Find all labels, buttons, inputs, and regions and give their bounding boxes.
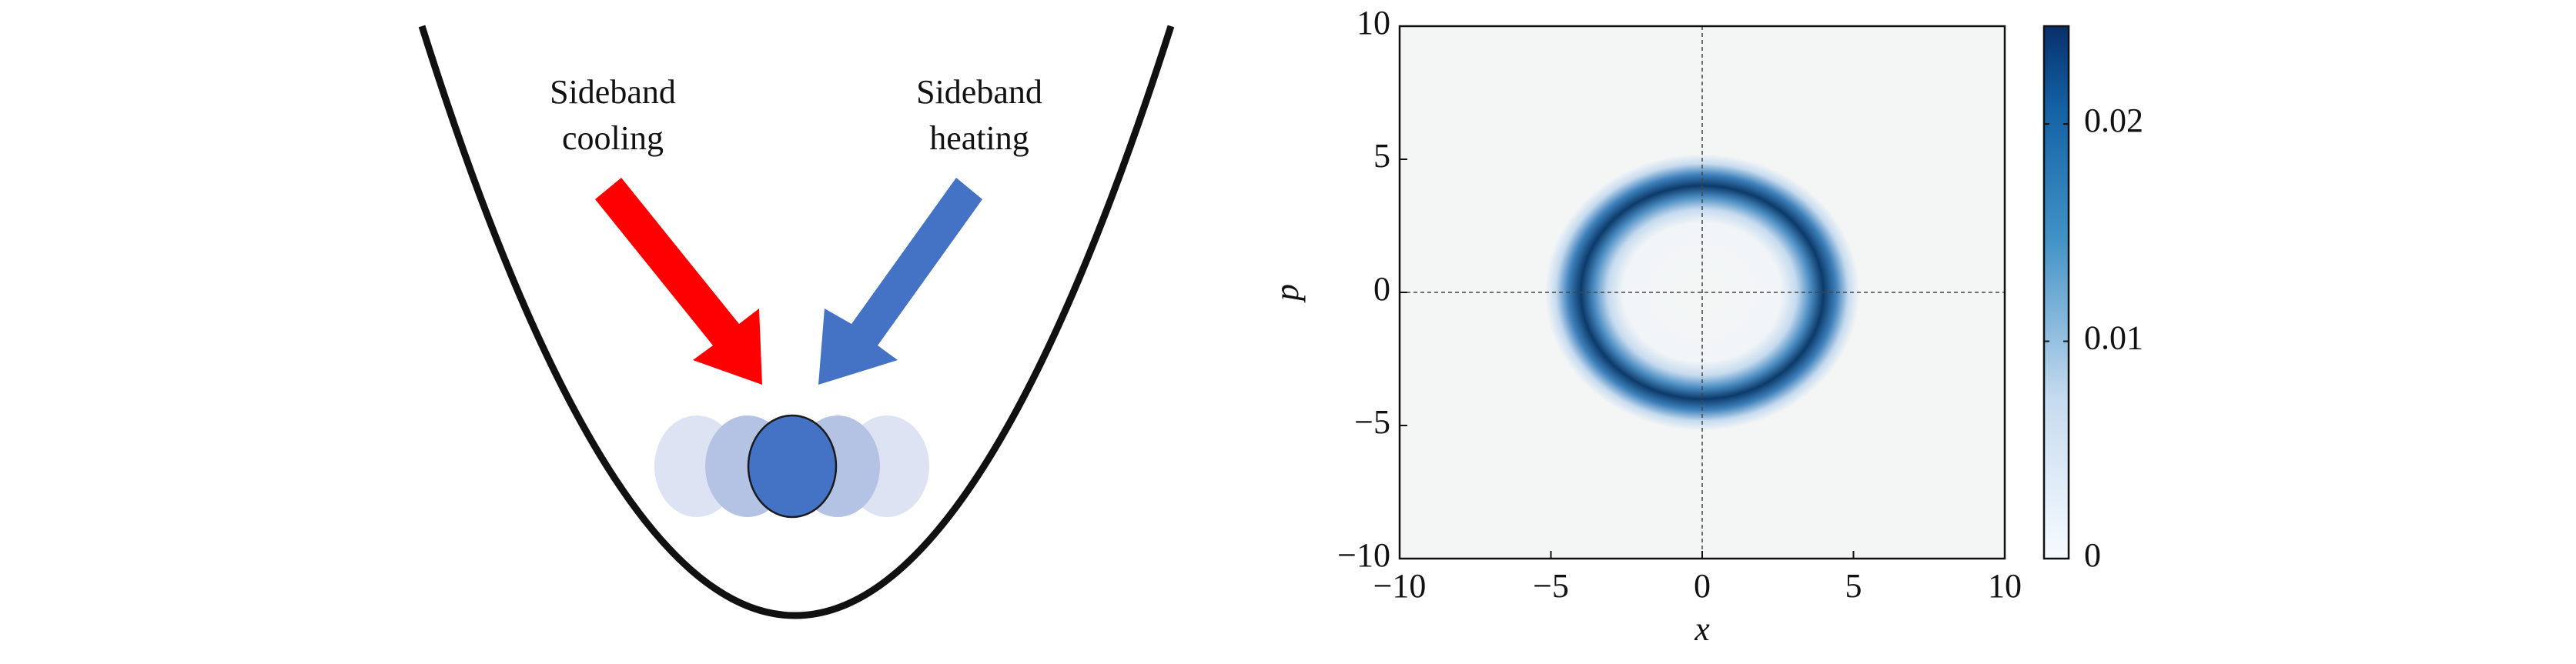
x-tick-label: 10 bbox=[1988, 567, 2022, 605]
colorbar bbox=[2042, 25, 2070, 560]
colorbar-tick-label: 0 bbox=[2084, 536, 2101, 574]
x-axis-label: x bbox=[1694, 610, 1710, 648]
x-tick-label: 5 bbox=[1845, 567, 1862, 605]
y-tick-label: −5 bbox=[1354, 403, 1390, 441]
colorbar-tick-label: 0.02 bbox=[2084, 102, 2143, 139]
y-tick-label: 0 bbox=[1373, 270, 1390, 308]
heating-arrow bbox=[818, 178, 982, 385]
x-tick-label: −5 bbox=[1533, 567, 1569, 605]
label-line: heating bbox=[929, 119, 1029, 157]
cooling-arrow bbox=[595, 178, 762, 385]
label-line: Sideband bbox=[916, 73, 1042, 111]
x-tick-label: 0 bbox=[1694, 567, 1711, 605]
y-tick-label: −10 bbox=[1337, 536, 1390, 574]
colorbar-tick-label: 0.01 bbox=[2084, 319, 2143, 357]
label-line: cooling bbox=[562, 119, 664, 157]
y-tick-label: 10 bbox=[1357, 4, 1390, 42]
label-line: Sideband bbox=[550, 73, 676, 111]
y-axis-label: p bbox=[1268, 284, 1306, 303]
x-tick-label: −10 bbox=[1373, 567, 1427, 605]
y-tick-label: 5 bbox=[1373, 137, 1390, 175]
potential-well bbox=[418, 25, 1175, 619]
ion bbox=[747, 414, 838, 519]
